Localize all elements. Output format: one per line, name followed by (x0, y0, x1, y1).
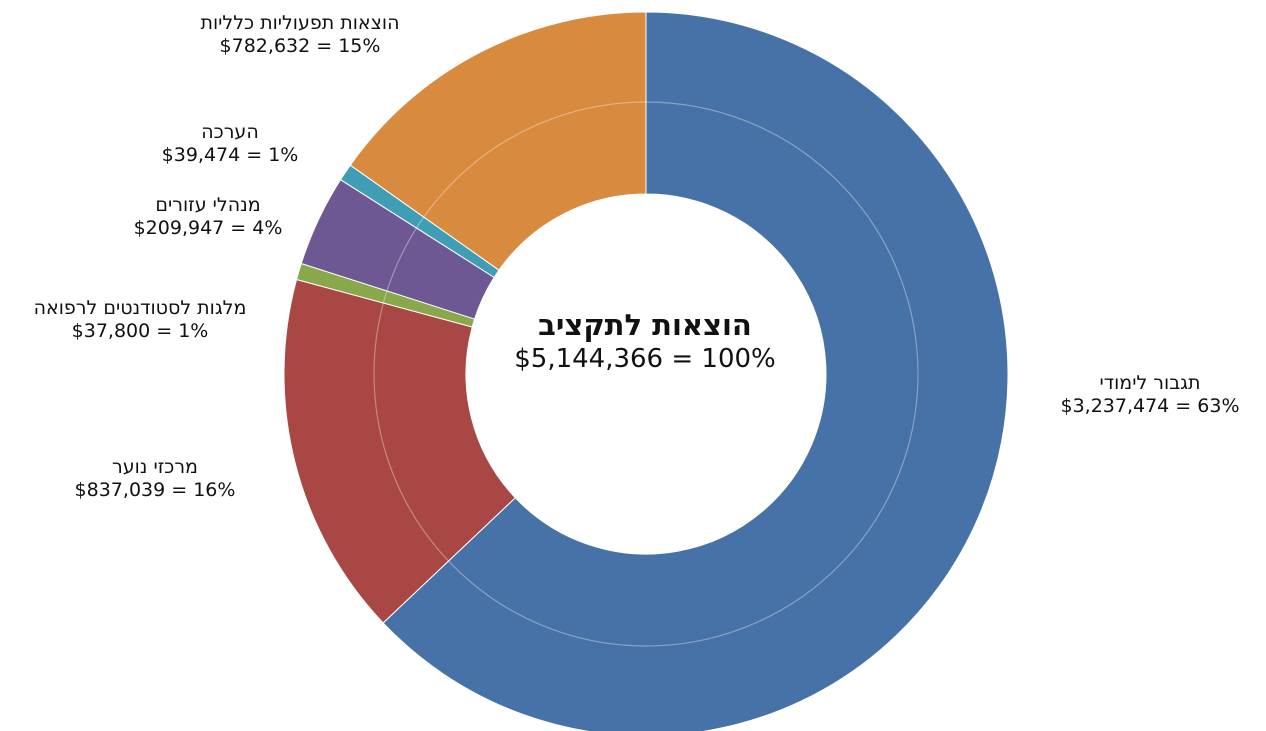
slice-label-tutoring: תגבור לימודי $3,237,474 = 63% (1060, 372, 1240, 417)
donut-slices (283, 11, 1009, 731)
inner-ring-line (373, 101, 919, 647)
center-title: הוצאות לתקציב (538, 308, 752, 342)
donut-slice-1 (283, 278, 517, 624)
slice-label-assistant-managers: מנהלי עזורים $209,947 = 4% (133, 194, 283, 239)
slice-label-youth-centers: מרכזי נוער $837,039 = 16% (74, 456, 236, 501)
slice-label-evaluation: הערכה $39,474 = 1% (161, 121, 299, 166)
slice-label-operating-expenses: הוצאות תפעוליות כלליות $782,632 = 15% (200, 12, 400, 57)
slice-label-scholarships: מלגות לסטודנטים לרפואה $37,800 = 1% (33, 297, 247, 342)
center-value: $5,144,366 = 100% (514, 344, 776, 374)
center-total: הוצאות לתקציב $5,144,366 = 100% (495, 308, 795, 374)
donut-slice-5 (349, 11, 647, 271)
donut-slice-0 (382, 11, 1009, 731)
